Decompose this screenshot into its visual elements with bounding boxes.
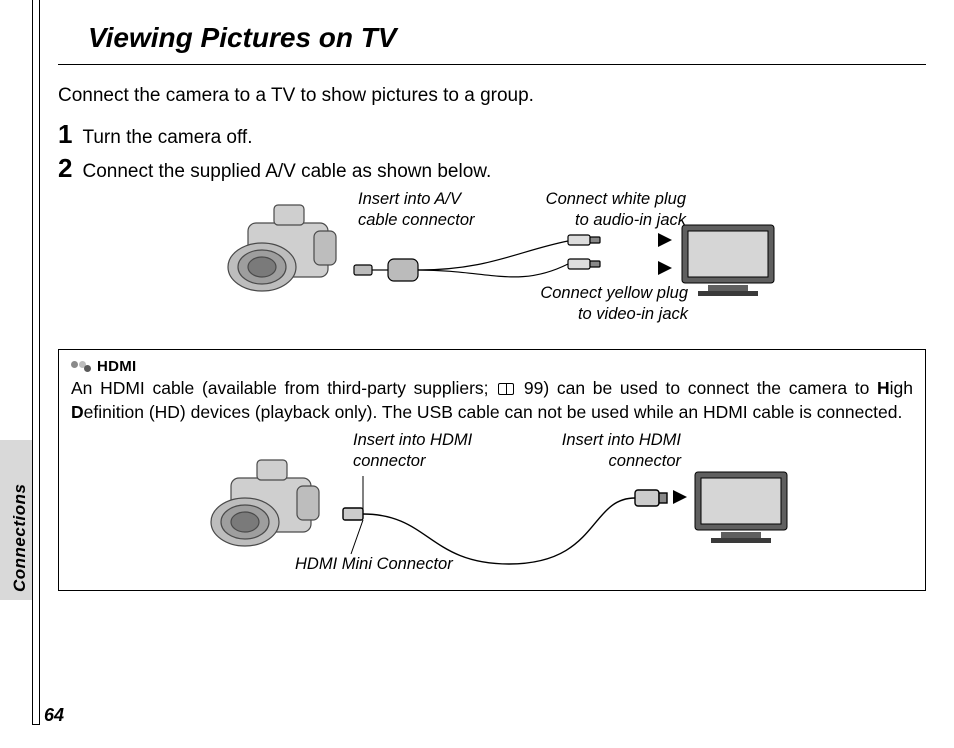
label-hdmi-camera: Insert into HDMI connector [353,430,472,471]
page-ref: 99 [524,378,543,398]
body-text: An HDMI cable (available from third-part… [71,378,496,398]
page-title: Viewing Pictures on TV [58,16,926,64]
label-line: connector [353,451,472,472]
note-icon [71,361,91,372]
intro-text: Connect the camera to a TV to show pictu… [58,85,926,107]
step-number: 1 [58,121,72,147]
body-text: igh [890,378,913,398]
step-2: 2 Connect the supplied A/V cable as show… [58,155,926,183]
label-line: to video-in jack [518,304,688,325]
step-number: 2 [58,155,72,181]
page-content: Viewing Pictures on TV Connect the camer… [58,16,926,591]
label-line: cable connector [358,210,475,231]
section-label: Connections [0,468,40,608]
infobox-body: An HDMI cable (available from third-part… [71,377,913,424]
step-text: Turn the camera off. [82,127,252,149]
page-number: 64 [44,705,64,726]
label-line: connector [551,451,681,472]
leader-line [349,520,379,556]
label-line: Insert into HDMI [551,430,681,451]
leader-line [361,474,381,514]
arrow-icon [673,490,687,504]
camera-icon [201,450,341,560]
step-text: Connect the supplied A/V cable as shown … [82,161,491,183]
label-white-plug: Connect white plug to audio-in jack [526,189,686,230]
hdmi-infobox: HDMI An HDMI cable (available from third… [58,349,926,591]
arrow-icon [658,261,672,275]
label-yellow-plug: Connect yellow plug to video-in jack [518,283,688,324]
arrow-icon [658,233,672,247]
left-margin-rule [32,0,40,725]
label-av-connector: Insert into A/V cable connector [358,189,475,230]
label-line: Connect yellow plug [518,283,688,304]
infobox-heading: HDMI [71,358,913,375]
step-1: 1 Turn the camera off. [58,121,926,149]
tv-icon [691,468,791,546]
label-line: to audio-in jack [526,210,686,231]
body-text: efinition (HD) devices (playback only). … [84,402,903,422]
label-hdmi-mini: HDMI Mini Connector [295,554,453,575]
tv-icon [678,221,778,299]
manual-ref-icon [498,383,514,395]
body-text: ) can be used to connect the camera to [543,378,877,398]
label-line: Connect white plug [526,189,686,210]
infobox-heading-text: HDMI [97,358,137,375]
av-cable-diagram: Insert into A/V cable connector Connect … [58,189,926,339]
label-line: Insert into A/V [358,189,475,210]
hdmi-cable-diagram: Insert into HDMI connector Insert into H… [71,430,913,580]
bold-letter: H [877,378,890,398]
title-underline [58,64,926,65]
bold-letter: D [71,402,84,422]
label-hdmi-tv: Insert into HDMI connector [551,430,681,471]
camera-icon [218,195,358,305]
label-line: Insert into HDMI [353,430,472,451]
